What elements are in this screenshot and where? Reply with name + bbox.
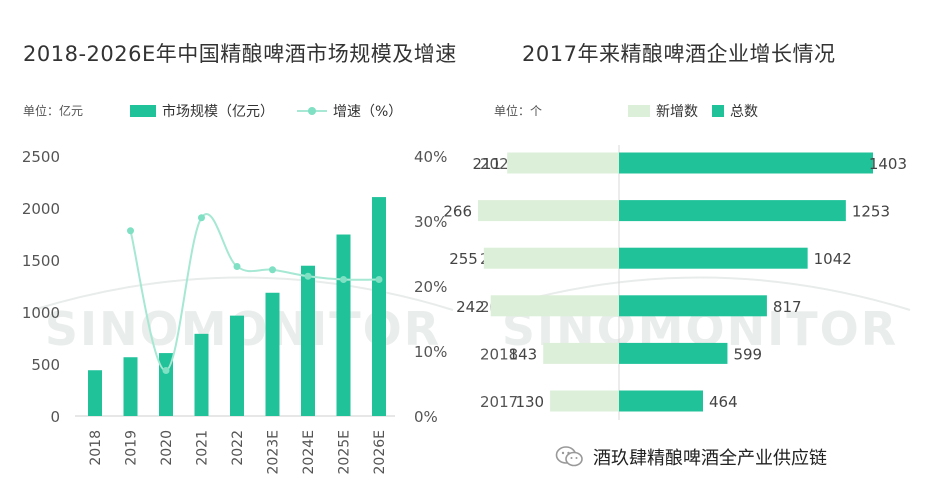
right-category-label: 2017 xyxy=(480,393,518,411)
total-count-bar xyxy=(619,390,704,412)
total-count-bar xyxy=(619,295,767,317)
left-x-tick: 2023E xyxy=(266,430,282,474)
total-count-label: 599 xyxy=(733,345,762,363)
right-y-tick: 20% xyxy=(414,278,447,296)
new-count-label: 242 xyxy=(456,298,485,316)
growth-rate-point xyxy=(198,214,205,222)
legend-growth-rate: 增速（%） xyxy=(297,101,402,121)
legend-new-swatch xyxy=(628,105,650,117)
left-x-tick: 2026E xyxy=(372,430,388,474)
growth-rate-point xyxy=(304,272,312,280)
growth-rate-point xyxy=(269,266,276,274)
new-count-label: 143 xyxy=(509,345,538,363)
wechat-account-name: 酒玖肆精酿啤酒全产业供应链 xyxy=(593,448,827,469)
new-count-bar xyxy=(507,152,619,174)
right-chart-title: 2017年来精酿啤酒企业增长情况 xyxy=(522,42,836,66)
wechat-account: 酒玖肆精酿啤酒全产业供应链 xyxy=(555,444,827,470)
legend-total-label: 总数 xyxy=(730,104,758,120)
left-x-tick: 2018 xyxy=(88,430,104,466)
market-size-bar xyxy=(301,265,315,416)
growth-rate-point xyxy=(162,367,170,374)
legend-total-swatch xyxy=(712,105,724,117)
growth-rate-point xyxy=(340,276,347,283)
left-y-tick: 1500 xyxy=(22,252,60,270)
legend-bar-swatch xyxy=(130,105,156,117)
right-y-tick: 0% xyxy=(414,408,438,426)
right-y-tick: 30% xyxy=(414,213,447,231)
left-y-tick: 0 xyxy=(50,408,60,426)
total-count-label: 1253 xyxy=(852,203,890,221)
legend-market-size: 市场规模（亿元） xyxy=(130,101,274,121)
growth-rate-point xyxy=(127,227,134,235)
left-x-tick: 2019 xyxy=(124,430,140,466)
market-size-bar xyxy=(372,197,386,416)
total-count-bar xyxy=(619,342,728,364)
new-count-bar xyxy=(550,390,619,412)
market-size-bar xyxy=(336,234,351,416)
left-x-tick: 2020 xyxy=(159,430,175,466)
new-count-label: 255 xyxy=(449,250,478,268)
left-x-tick: 2021 xyxy=(195,430,211,466)
total-count-bar xyxy=(619,247,808,269)
new-count-label: 130 xyxy=(515,393,544,411)
left-x-tick: 2022 xyxy=(230,430,246,466)
left-chart-title: 2018-2026E年中国精酿啤酒市场规模及增速 xyxy=(23,42,457,66)
watermark-arc xyxy=(32,276,454,311)
left-y-tick: 2000 xyxy=(22,200,60,218)
left-y-tick: 1000 xyxy=(22,304,60,322)
new-count-bar xyxy=(478,200,619,222)
market-size-bar xyxy=(230,315,244,416)
legend-line-swatch xyxy=(297,105,327,117)
new-count-bar xyxy=(483,247,619,269)
legend-total-count: 总数 xyxy=(712,101,758,121)
market-size-bar xyxy=(194,333,209,416)
left-y-tick: 500 xyxy=(31,356,60,374)
left-x-tick: 2024E xyxy=(301,430,317,474)
new-count-label: 266 xyxy=(443,203,472,221)
watermark-layer: SINOMONITORSINOMONITOR xyxy=(32,276,911,356)
right-y-tick: 40% xyxy=(414,148,447,166)
left-y-tick: 2500 xyxy=(22,148,60,166)
total-count-label: 464 xyxy=(709,393,738,411)
total-count-label: 1042 xyxy=(814,250,852,268)
legend-new-count: 新增数 xyxy=(628,101,698,121)
market-size-bar xyxy=(123,357,138,416)
left-combo-chart: 0 500 1000 1500 2000 2500 0% 10% 20% 30% 40% 2018 20… xyxy=(22,148,448,474)
left-unit-label: 单位：亿元 xyxy=(23,104,84,118)
wechat-icon xyxy=(555,445,585,469)
new-count-bar xyxy=(490,295,619,317)
right-category-label: 2018 xyxy=(480,345,518,363)
legend-market-size-label: 市场规模（亿元） xyxy=(162,104,274,120)
total-count-bar xyxy=(619,152,873,174)
watermark-arc xyxy=(489,276,911,311)
right-unit-label: 单位：个 xyxy=(494,104,543,118)
new-count-bar xyxy=(543,342,619,364)
total-count-label: 817 xyxy=(773,298,802,316)
right-y-tick: 10% xyxy=(414,343,447,361)
left-x-tick: 2025E xyxy=(337,430,353,474)
right-bar-chart: 2022211140320212661253202025510422019242… xyxy=(443,145,907,420)
legend-new-label: 新增数 xyxy=(656,104,698,120)
total-count-label: 1403 xyxy=(869,155,907,173)
total-count-bar xyxy=(619,200,846,222)
new-count-label: 211 xyxy=(473,155,502,173)
legend-growth-rate-label: 增速（%） xyxy=(333,104,403,120)
market-size-bar xyxy=(88,370,102,416)
growth-rate-point xyxy=(233,263,241,270)
market-size-bar xyxy=(265,292,280,416)
growth-rate-point xyxy=(375,276,383,283)
